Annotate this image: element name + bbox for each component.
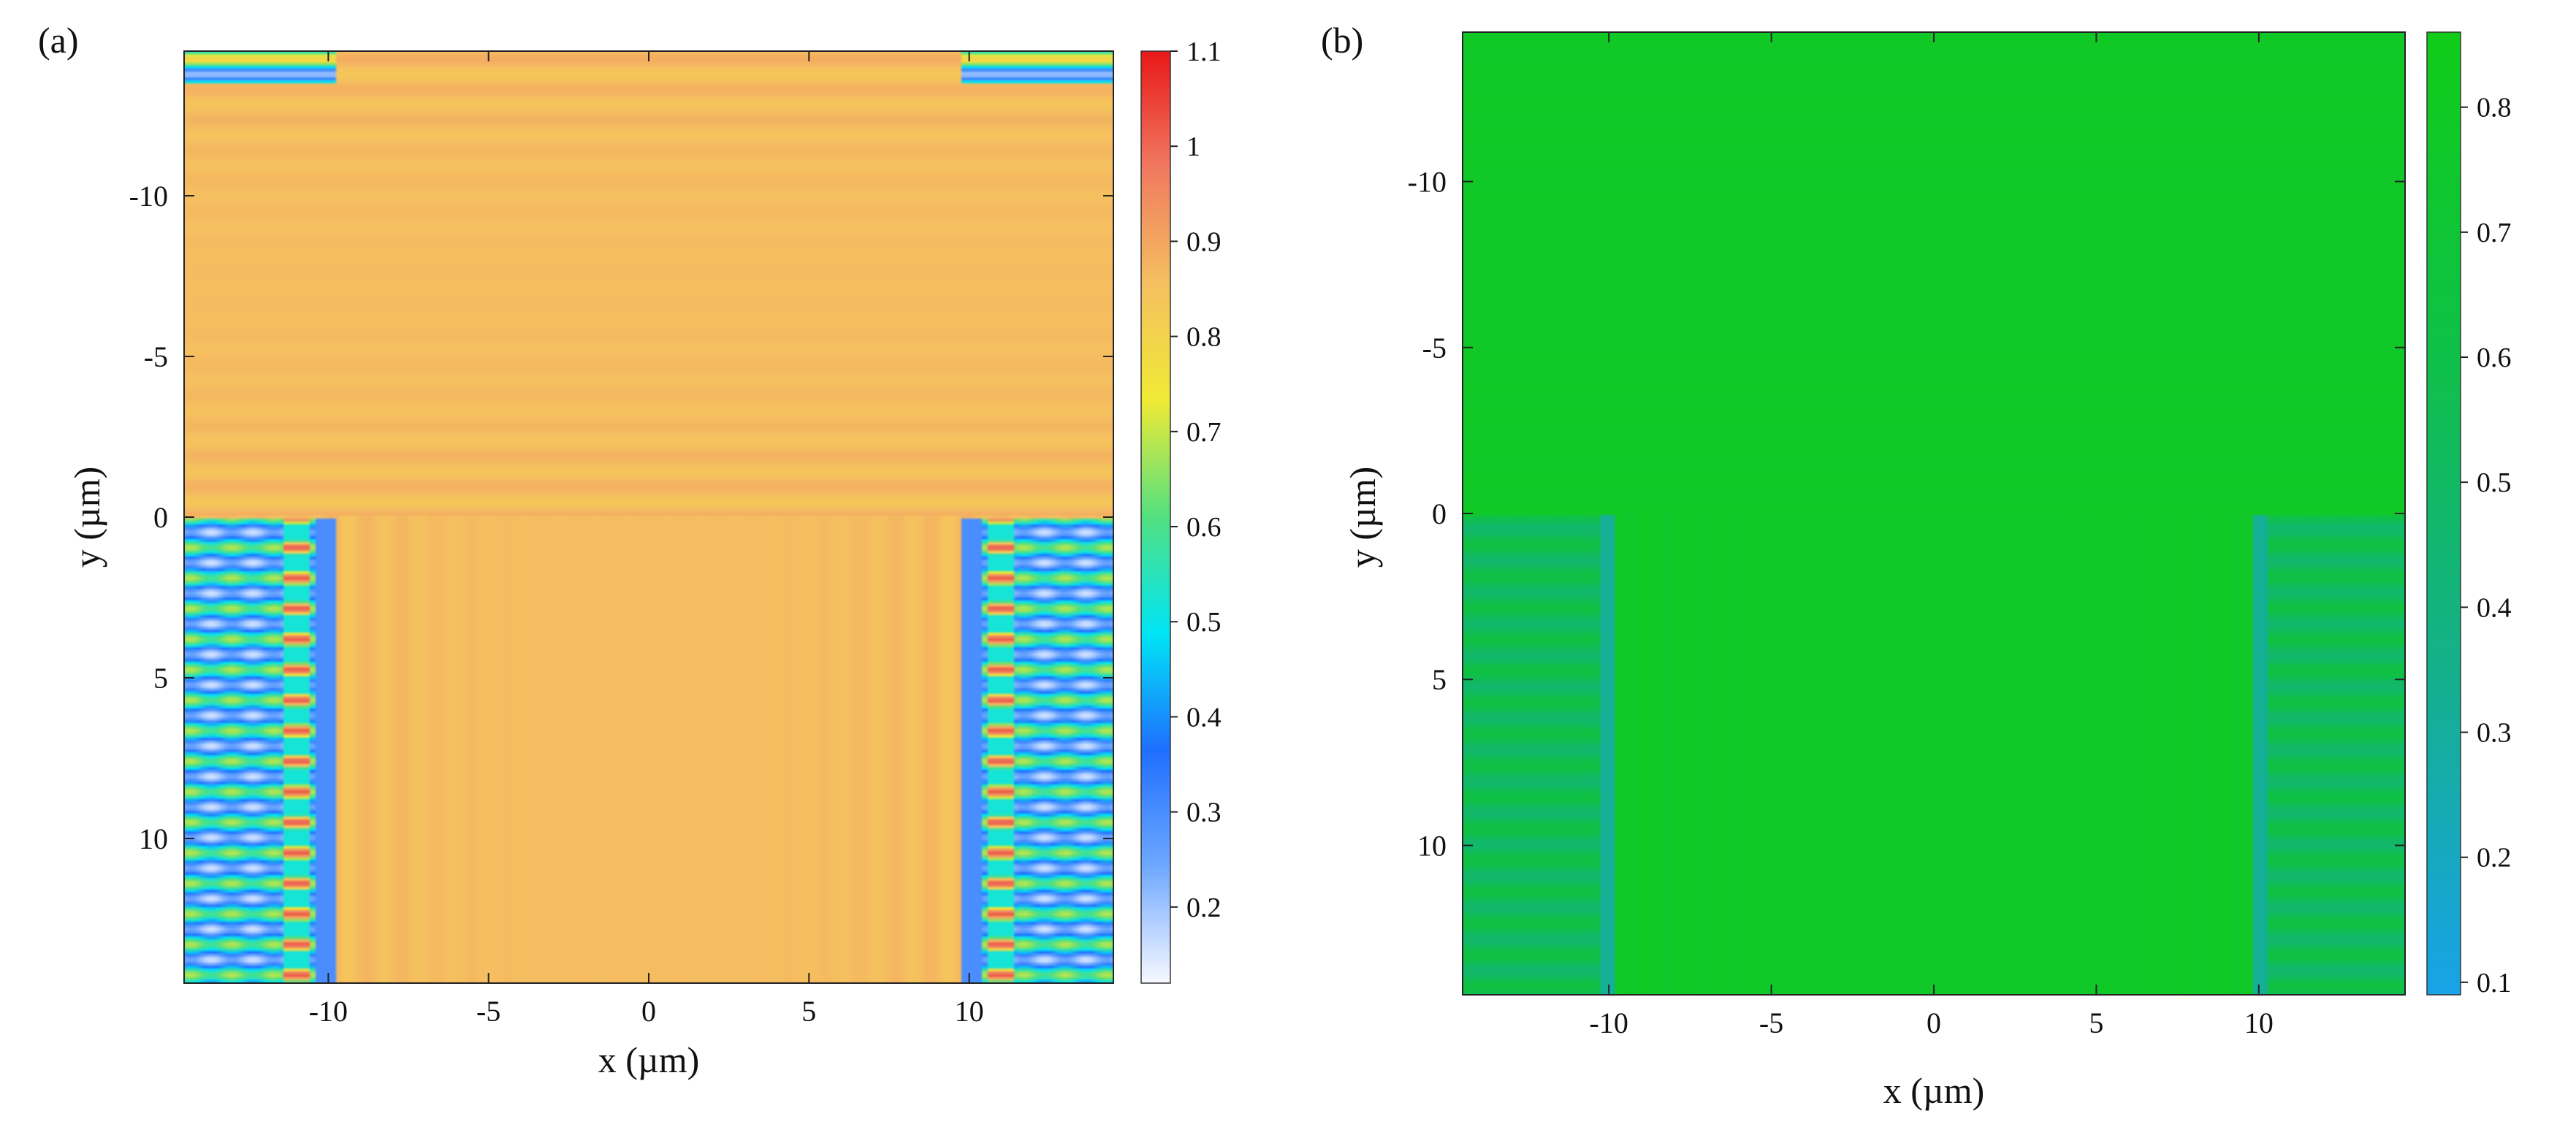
y-tick-label-b: 0 — [1432, 497, 1447, 530]
x-tick-label-a: -10 — [309, 995, 348, 1028]
heatmap-a-frame — [184, 51, 1113, 983]
y-tick-label-a: -10 — [129, 180, 168, 213]
y-tick-label-b: -10 — [1408, 166, 1447, 199]
colorbar-tick-label-a: 0.8 — [1186, 322, 1222, 353]
colorbar-tick-label-b: 0.5 — [2477, 467, 2512, 498]
colorbar-tick-label-a: 0.9 — [1186, 226, 1222, 257]
colorbar-tick-label-b: 0.3 — [2477, 718, 2512, 749]
x-tick-label-b: -5 — [1759, 1006, 1783, 1039]
x-tick-label-b: 0 — [1927, 1006, 1941, 1039]
colorbar-b — [2426, 31, 2461, 996]
colorbar-tick-label-b: 0.1 — [2477, 968, 2512, 998]
x-tick-label-a: 5 — [801, 995, 816, 1028]
y-tick-label-b: 10 — [1417, 829, 1447, 862]
colorbar-tick-label-b: 0.2 — [2477, 843, 2512, 874]
colorbar-tick-label-a: 0.4 — [1186, 702, 1222, 733]
colorbar-tick-label-a: 1.1 — [1186, 37, 1222, 67]
colorbar-tick-label-a: 0.5 — [1186, 607, 1222, 638]
colorbar-ticks-a: 0.2 0.3 0.4 0.5 0.6 0.7 0.8 0.9 1 1.1 — [1170, 37, 1222, 923]
panel-label-b: (b) — [1321, 20, 1363, 61]
y-tick-label-a: -5 — [144, 340, 168, 373]
colorbar-tick-label-b: 0.4 — [2477, 592, 2512, 623]
colorbar-tick-label-a: 0.7 — [1186, 417, 1222, 448]
colorbar-tick-label-a: 0.6 — [1186, 512, 1222, 543]
y-axis-label-a: y (µm) — [66, 467, 107, 568]
colorbar-tick-label-b: 0.7 — [2477, 218, 2512, 248]
colorbar-tick-label-a: 0.3 — [1186, 798, 1222, 828]
colorbar-tick-label-a: 1 — [1186, 131, 1200, 162]
y-axis-label-b: y (µm) — [1342, 467, 1383, 568]
y-tick-label-b: -5 — [1422, 332, 1447, 364]
x-axis-label-b: x (µm) — [1883, 1070, 1985, 1111]
x-tick-label-a: 0 — [641, 995, 656, 1028]
panel-a: (a) -10 -5 0 5 10 -10 -5 0 5 10 x (µm) y (µm) 0.2… — [38, 20, 1222, 1080]
y-tick-label-b: 5 — [1432, 663, 1447, 696]
axis-ticks-a: -10 -5 0 5 10 -10 -5 0 5 10 — [129, 51, 1113, 1028]
colorbar-ticks-b: 0.1 0.2 0.3 0.4 0.5 0.6 0.7 0.8 — [2461, 93, 2512, 998]
colorbar-tick-label-a: 0.2 — [1186, 893, 1222, 923]
x-tick-label-b: 10 — [2244, 1006, 2274, 1039]
colorbar-tick-label-b: 0.6 — [2477, 343, 2512, 373]
x-tick-label-a: 10 — [955, 995, 984, 1028]
y-tick-label-a: 5 — [153, 662, 168, 695]
y-tick-label-a: 10 — [139, 822, 168, 855]
x-tick-label-b: -10 — [1590, 1006, 1628, 1039]
x-tick-label-a: -5 — [476, 995, 500, 1028]
panel-b: (b) -10 -5 0 5 10 -10 -5 0 5 10 x (µm) y (µm) 0.1… — [1321, 20, 2512, 1111]
panel-label-a: (a) — [38, 20, 79, 61]
colorbar-tick-label-b: 0.8 — [2477, 93, 2512, 123]
y-tick-label-a: 0 — [153, 501, 168, 534]
colorbar-a — [1140, 50, 1171, 984]
x-axis-label-a: x (µm) — [598, 1039, 700, 1080]
x-tick-label-b: 5 — [2089, 1006, 2103, 1039]
heatmap-b-frame — [1463, 32, 2405, 995]
axis-ticks-b: -10 -5 0 5 10 -10 -5 0 5 10 — [1408, 32, 2405, 1039]
